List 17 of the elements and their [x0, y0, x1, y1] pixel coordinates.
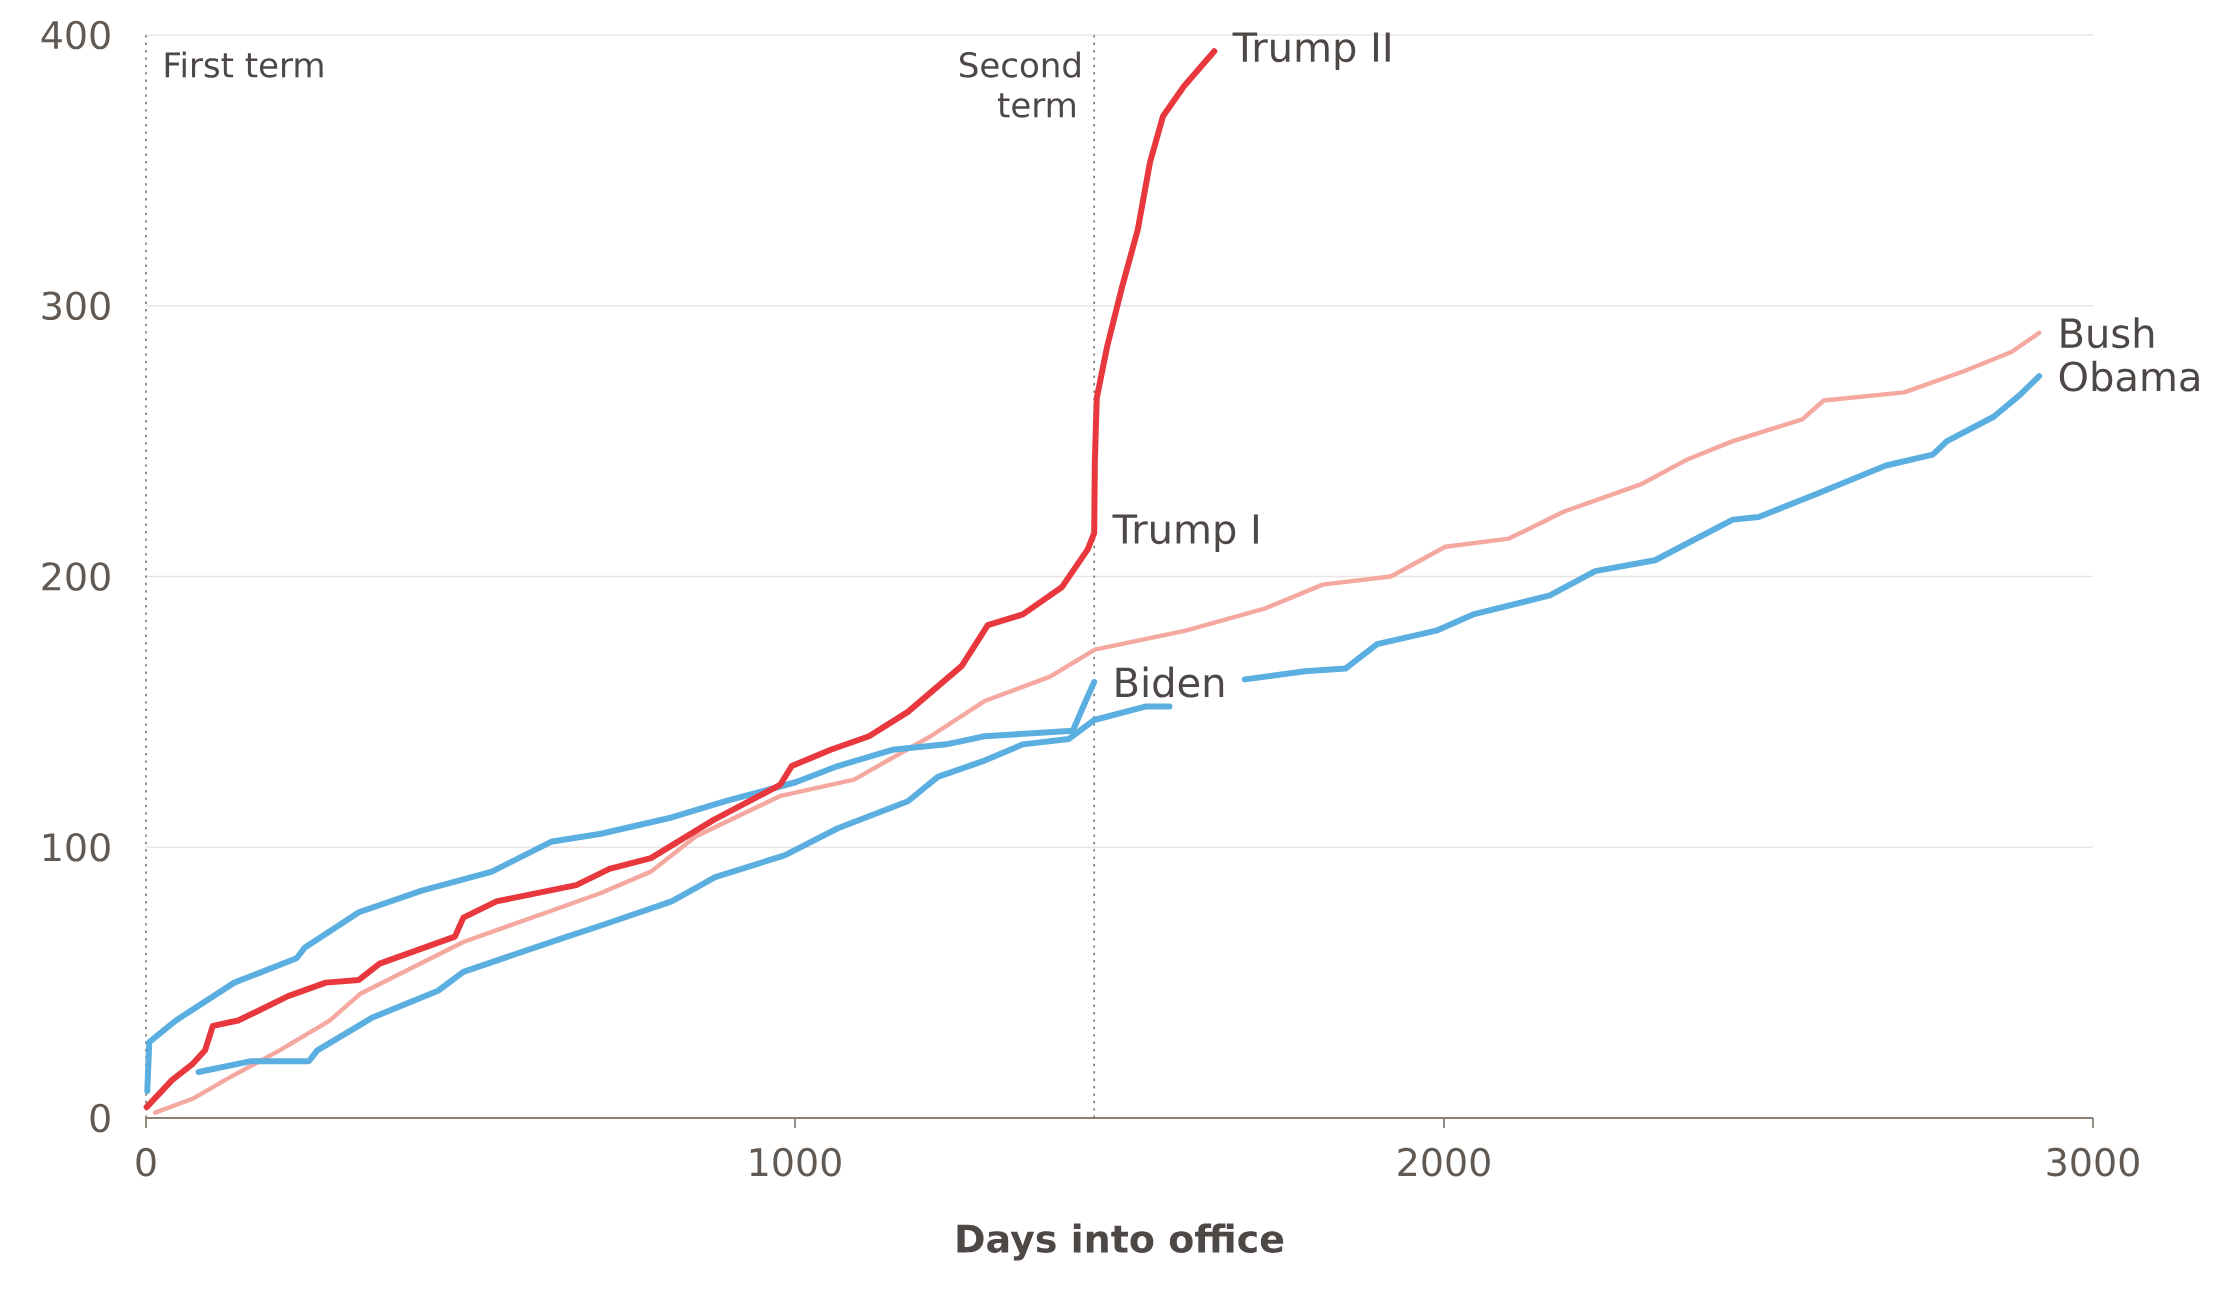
y-tick-label: 200: [42, 562, 110, 591]
annotation: Trump II: [1232, 32, 1390, 70]
ref-line-label: Second term: [960, 51, 1080, 118]
y-tick-label: 0: [90, 1103, 110, 1133]
series-label: Obama: [2059, 360, 2199, 392]
series-label: Biden: [1116, 666, 1224, 698]
ref-line-label: First term: [165, 51, 323, 78]
y-tick-label: 400: [41, 20, 110, 50]
annotation: Trump I: [1112, 514, 1258, 552]
y-tick-label: 100: [43, 832, 110, 862]
x-tick-label: 0: [136, 1147, 156, 1177]
x-axis-title: Days into office: [957, 1223, 1284, 1261]
x-tick-label: 2000: [1398, 1147, 1490, 1177]
series-label: Bush: [2061, 317, 2154, 349]
y-tick-label: 300: [42, 291, 110, 321]
x-tick-label: 3000: [2047, 1147, 2139, 1177]
x-tick-label: 1000: [750, 1147, 841, 1177]
